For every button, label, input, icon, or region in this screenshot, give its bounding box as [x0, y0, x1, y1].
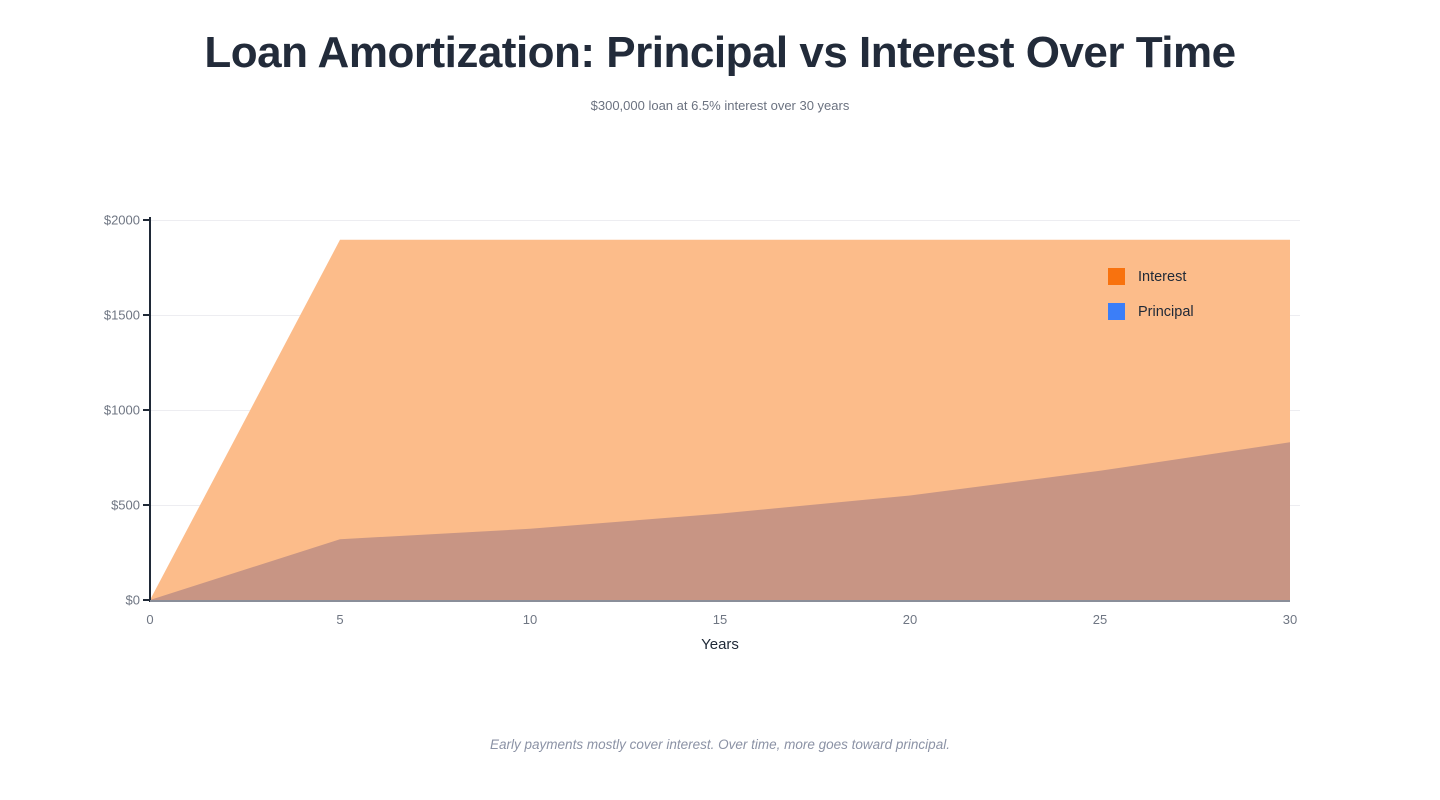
y-tick-mark-2000	[143, 219, 149, 221]
x-tick-label-15: 15	[712, 612, 728, 627]
x-tick-label-25: 25	[1092, 612, 1108, 627]
x-tick-label-30: 30	[1282, 612, 1298, 627]
x-tick-label-0: 0	[146, 612, 154, 627]
y-tick-label-1500: $1500	[103, 307, 140, 323]
gridline-2000	[150, 220, 1300, 221]
footnote: Early payments mostly cover interest. Ov…	[490, 737, 950, 752]
y-tick-mark-0	[143, 599, 149, 601]
y-tick-label-2000: $2000	[103, 212, 140, 228]
plot-area: $0 $500 $1000 $1500 $2000 0 5 10 15 20 25 30 Inter…	[104, 213, 1300, 627]
legend: Interest Principal	[1108, 268, 1194, 320]
interest-swatch-icon	[1108, 268, 1125, 285]
x-axis-title: Years	[701, 636, 739, 653]
legend-label-interest: Interest	[1138, 268, 1187, 285]
y-tick-label-0: $0	[125, 592, 140, 608]
y-tick-mark-1000	[143, 409, 149, 411]
x-axis-line	[150, 600, 1290, 602]
chart-subtitle: $300,000 loan at 6.5% interest over 30 y…	[590, 98, 850, 113]
y-tick-mark-1500	[143, 314, 149, 316]
legend-item-principal: Principal	[1108, 303, 1194, 320]
chart-title: Loan Amortization: Principal vs Interest…	[204, 28, 1236, 77]
principal-swatch-icon	[1108, 303, 1125, 320]
legend-item-interest: Interest	[1108, 268, 1194, 285]
x-tick-label-5: 5	[336, 612, 344, 627]
y-tick-label-1000: $1000	[103, 402, 140, 418]
y-axis-line	[149, 217, 151, 602]
legend-label-principal: Principal	[1138, 303, 1194, 320]
y-tick-mark-500	[143, 504, 149, 506]
y-tick-label-500: $500	[111, 497, 140, 513]
principal-area-series	[150, 442, 1290, 600]
x-tick-label-10: 10	[522, 612, 538, 627]
x-tick-label-20: 20	[902, 612, 918, 627]
stacked-area-chart	[150, 239, 1290, 600]
